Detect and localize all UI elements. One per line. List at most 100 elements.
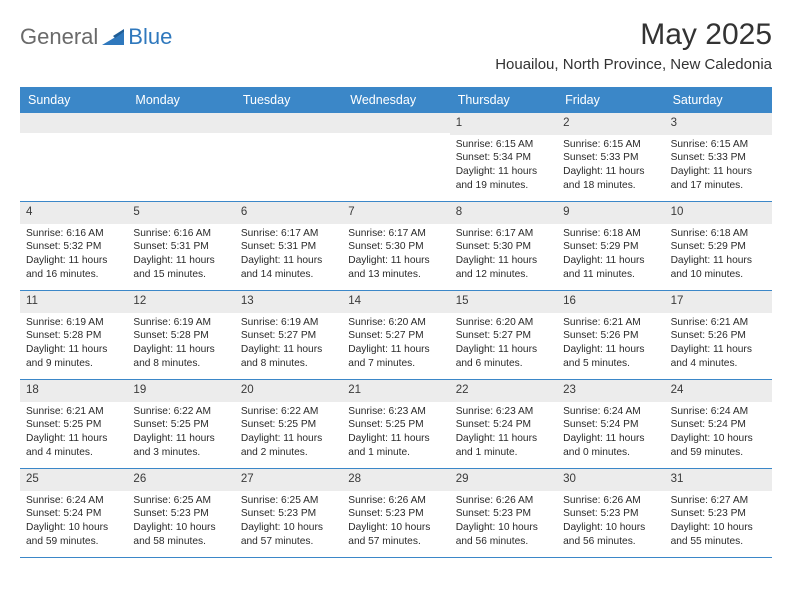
daylight: Daylight: 10 hours and 56 minutes. <box>563 521 658 549</box>
daylight: Daylight: 11 hours and 11 minutes. <box>563 254 658 282</box>
day-number: 9 <box>557 202 664 224</box>
day-number: 25 <box>20 469 127 491</box>
sunset: Sunset: 5:25 PM <box>133 418 228 432</box>
daylight: Daylight: 10 hours and 57 minutes. <box>241 521 336 549</box>
day-detail: Sunrise: 6:21 AMSunset: 5:26 PMDaylight:… <box>557 313 664 377</box>
sunset: Sunset: 5:27 PM <box>348 329 443 343</box>
sunrise: Sunrise: 6:24 AM <box>26 494 121 508</box>
day-cell: 26Sunrise: 6:25 AMSunset: 5:23 PMDayligh… <box>127 469 234 557</box>
sunset: Sunset: 5:24 PM <box>26 507 121 521</box>
sunset: Sunset: 5:28 PM <box>133 329 228 343</box>
day-cell: 29Sunrise: 6:26 AMSunset: 5:23 PMDayligh… <box>450 469 557 557</box>
day-detail: Sunrise: 6:18 AMSunset: 5:29 PMDaylight:… <box>665 224 772 288</box>
sunset: Sunset: 5:26 PM <box>563 329 658 343</box>
daylight: Daylight: 11 hours and 3 minutes. <box>133 432 228 460</box>
day-cell <box>127 113 234 201</box>
sunset: Sunset: 5:24 PM <box>671 418 766 432</box>
day-cell: 30 Sunrise: 6:26 AMSunset: 5:23 PMDayligh… <box>557 469 664 557</box>
sunrise: Sunrise: 6:21 AM <box>26 405 121 419</box>
sunrise: Sunrise: 6:21 AM <box>671 316 766 330</box>
day-number: 28 <box>342 469 449 491</box>
day-cell: 27Sunrise: 6:25 AMSunset: 5:23 PMDayligh… <box>235 469 342 557</box>
day-number <box>342 113 449 133</box>
sunset: Sunset: 5:28 PM <box>26 329 121 343</box>
day-header-thursday: Thursday <box>450 87 557 113</box>
day-detail: Sunrise: 6:16 AMSunset: 5:32 PMDaylight:… <box>20 224 127 288</box>
day-number: 15 <box>450 291 557 313</box>
daylight: Daylight: 10 hours and 57 minutes. <box>348 521 443 549</box>
day-header-friday: Friday <box>557 87 664 113</box>
sunset: Sunset: 5:33 PM <box>563 151 658 165</box>
sunrise: Sunrise: 6:19 AM <box>241 316 336 330</box>
day-detail: Sunrise: 6:15 AMSunset: 5:33 PMDaylight:… <box>557 135 664 199</box>
daylight: Daylight: 11 hours and 1 minute. <box>456 432 551 460</box>
daylight: Daylight: 11 hours and 4 minutes. <box>671 343 766 371</box>
week-row: 4Sunrise: 6:16 AMSunset: 5:32 PMDaylight… <box>20 202 772 291</box>
daylight: Daylight: 11 hours and 12 minutes. <box>456 254 551 282</box>
sunrise: Sunrise: 6:17 AM <box>241 227 336 241</box>
sunset: Sunset: 5:29 PM <box>671 240 766 254</box>
day-detail: Sunrise: 6:19 AMSunset: 5:28 PMDaylight:… <box>127 313 234 377</box>
day-cell: 16Sunrise: 6:21 AMSunset: 5:26 PMDayligh… <box>557 291 664 379</box>
daylight: Daylight: 11 hours and 10 minutes. <box>671 254 766 282</box>
sunset: Sunset: 5:27 PM <box>456 329 551 343</box>
sunset: Sunset: 5:34 PM <box>456 151 551 165</box>
sunrise: Sunrise: 6:26 AM <box>563 494 658 508</box>
day-detail: Sunrise: 6:27 AMSunset: 5:23 PMDaylight:… <box>665 491 772 555</box>
sunrise: Sunrise: 6:18 AM <box>563 227 658 241</box>
day-header-tuesday: Tuesday <box>235 87 342 113</box>
daylight: Daylight: 11 hours and 9 minutes. <box>26 343 121 371</box>
sunrise: Sunrise: 6:15 AM <box>456 138 551 152</box>
sunrise: Sunrise: 6:25 AM <box>241 494 336 508</box>
sunset: Sunset: 5:32 PM <box>26 240 121 254</box>
day-detail: Sunrise: 6:16 AMSunset: 5:31 PMDaylight:… <box>127 224 234 288</box>
sunset: Sunset: 5:23 PM <box>563 507 658 521</box>
day-detail: Sunrise: 6:23 AMSunset: 5:25 PMDaylight:… <box>342 402 449 466</box>
day-number: 14 <box>342 291 449 313</box>
daylight: Daylight: 10 hours and 59 minutes. <box>671 432 766 460</box>
day-detail: Sunrise: 6:20 AMSunset: 5:27 PMDaylight:… <box>450 313 557 377</box>
sunrise: Sunrise: 6:18 AM <box>671 227 766 241</box>
day-number: 6 <box>235 202 342 224</box>
daylight: Daylight: 11 hours and 7 minutes. <box>348 343 443 371</box>
daylight: Daylight: 11 hours and 8 minutes. <box>241 343 336 371</box>
day-number: 30 <box>557 469 664 491</box>
sunrise: Sunrise: 6:16 AM <box>26 227 121 241</box>
day-detail: Sunrise: 6:23 AMSunset: 5:24 PMDaylight:… <box>450 402 557 466</box>
day-cell: 25Sunrise: 6:24 AMSunset: 5:24 PMDayligh… <box>20 469 127 557</box>
day-cell: 22Sunrise: 6:23 AMSunset: 5:24 PMDayligh… <box>450 380 557 468</box>
daylight: Daylight: 11 hours and 0 minutes. <box>563 432 658 460</box>
day-detail: Sunrise: 6:24 AMSunset: 5:24 PMDaylight:… <box>557 402 664 466</box>
sunset: Sunset: 5:31 PM <box>133 240 228 254</box>
calendar: Sunday Monday Tuesday Wednesday Thursday… <box>20 87 772 558</box>
day-cell <box>235 113 342 201</box>
day-detail: Sunrise: 6:17 AMSunset: 5:30 PMDaylight:… <box>450 224 557 288</box>
month-title: May 2025 <box>495 18 772 52</box>
sunset: Sunset: 5:23 PM <box>456 507 551 521</box>
header: General Blue May 2025 Houailou, North Pr… <box>20 18 772 73</box>
day-number: 8 <box>450 202 557 224</box>
title-block: May 2025 Houailou, North Province, New C… <box>495 18 772 73</box>
sunrise: Sunrise: 6:22 AM <box>241 405 336 419</box>
day-number: 13 <box>235 291 342 313</box>
day-cell: 18Sunrise: 6:21 AMSunset: 5:25 PMDayligh… <box>20 380 127 468</box>
sunrise: Sunrise: 6:19 AM <box>133 316 228 330</box>
day-detail: Sunrise: 6:17 AMSunset: 5:30 PMDaylight:… <box>342 224 449 288</box>
sunrise: Sunrise: 6:16 AM <box>133 227 228 241</box>
day-number: 27 <box>235 469 342 491</box>
day-detail: Sunrise: 6:26 AMSunset: 5:23 PMDaylight:… <box>342 491 449 555</box>
sunset: Sunset: 5:31 PM <box>241 240 336 254</box>
sunrise: Sunrise: 6:26 AM <box>456 494 551 508</box>
day-cell: 2Sunrise: 6:15 AMSunset: 5:33 PMDaylight… <box>557 113 664 201</box>
calendar-body: 1Sunrise: 6:15 AMSunset: 5:34 PMDaylight… <box>20 113 772 558</box>
sunset: Sunset: 5:33 PM <box>671 151 766 165</box>
day-detail: Sunrise: 6:19 AMSunset: 5:27 PMDaylight:… <box>235 313 342 377</box>
sunrise: Sunrise: 6:21 AM <box>563 316 658 330</box>
sunset: Sunset: 5:26 PM <box>671 329 766 343</box>
sunset: Sunset: 5:25 PM <box>26 418 121 432</box>
sunrise: Sunrise: 6:15 AM <box>563 138 658 152</box>
sunset: Sunset: 5:23 PM <box>348 507 443 521</box>
day-number: 4 <box>20 202 127 224</box>
logo-text-blue: Blue <box>128 24 172 50</box>
daylight: Daylight: 10 hours and 55 minutes. <box>671 521 766 549</box>
